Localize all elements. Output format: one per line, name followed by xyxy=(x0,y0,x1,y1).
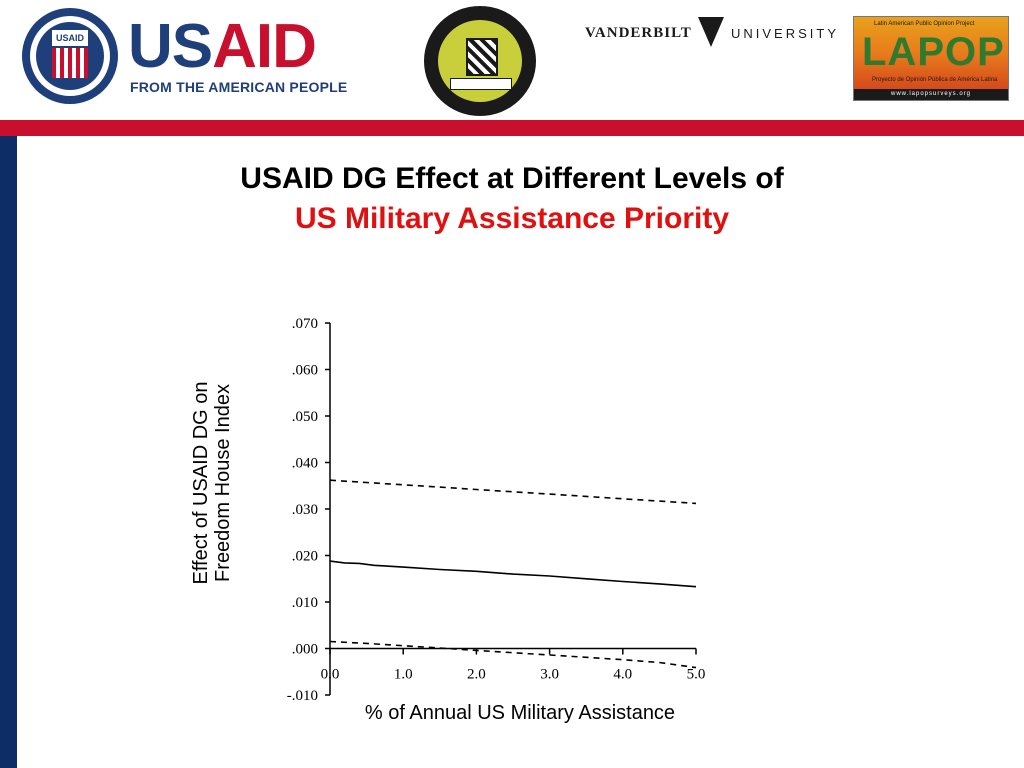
usaid-logo-us: US xyxy=(128,12,213,81)
usaid-logo-aid: AID xyxy=(212,12,317,81)
pitt-seal-ribbon xyxy=(450,78,512,90)
y-tick-label: .020 xyxy=(292,549,318,565)
header-red-band xyxy=(0,120,1024,136)
y-tick-label: .010 xyxy=(292,595,318,611)
pitt-seal-shield xyxy=(466,38,498,76)
x-axis-label: % of Annual US Military Assistance xyxy=(365,702,675,724)
y-tick-label: .050 xyxy=(292,409,318,425)
y-tick-label: .000 xyxy=(292,642,318,658)
chart-ticks: -.010 .000 .010 .020 .030 .040 .050 .060 .070 0.0… xyxy=(287,316,706,704)
usaid-seal-icon: USAID xyxy=(22,8,118,104)
chart-series xyxy=(329,479,697,669)
x-tick-label: 2.0 xyxy=(467,667,486,683)
y-tick-label: .030 xyxy=(292,502,318,518)
x-tick-label: 0.0 xyxy=(321,667,340,683)
upper-bound-line xyxy=(329,479,697,505)
y-axis-label-line2: Freedom House Index xyxy=(212,384,234,582)
vanderbilt-logo-text: VANDERBILT xyxy=(585,25,692,41)
lapop-url: www.lapopsurveys.org xyxy=(854,89,1008,100)
pitt-seal-inner xyxy=(438,20,522,102)
usaid-tagline: FROM THE AMERICAN PEOPLE xyxy=(130,79,348,95)
x-tick-label: 4.0 xyxy=(613,667,632,683)
slide-title: USAID DG Effect at Different Levels of xyxy=(240,162,784,195)
vanderbilt-v-icon xyxy=(698,17,724,47)
lapop-sub-text: Proyecto de Opinión Pública de América L… xyxy=(872,77,998,83)
slide-subtitle: US Military Assistance Priority xyxy=(294,202,730,235)
lapop-wordmark: LAPOP xyxy=(862,30,1005,74)
y-tick-label: -.010 xyxy=(287,688,318,704)
y-tick-label: .070 xyxy=(292,316,318,332)
y-tick-label: .060 xyxy=(292,363,318,379)
university-of-pittsburgh-seal-icon xyxy=(424,6,536,116)
effect-line xyxy=(329,560,697,588)
x-tick-label: 1.0 xyxy=(394,667,413,683)
left-navy-bar xyxy=(0,136,17,768)
lapop-small-text: Latin American Public Opinion Project xyxy=(874,21,975,27)
header-bar: USAID USAID FROM THE AMERICAN PEOPLE VAN… xyxy=(0,0,1024,120)
y-axis-label: Effect of USAID DG on Freedom House Inde… xyxy=(190,381,234,584)
lapop-logo: Latin American Public Opinion Project LA… xyxy=(853,16,1009,101)
vanderbilt-university-text: UNIVERSITY xyxy=(731,26,840,41)
x-tick-label: 3.0 xyxy=(540,667,559,683)
usaid-logo: USAID xyxy=(128,12,317,81)
x-tick-label: 5.0 xyxy=(687,667,706,683)
y-axis-label-line1: Effect of USAID DG on xyxy=(190,381,212,584)
seal-stripes xyxy=(52,48,88,78)
y-tick-label: .040 xyxy=(292,456,318,472)
seal-shield: USAID xyxy=(52,30,88,46)
lower-bound-line xyxy=(329,640,697,669)
chart-axes xyxy=(329,323,696,695)
